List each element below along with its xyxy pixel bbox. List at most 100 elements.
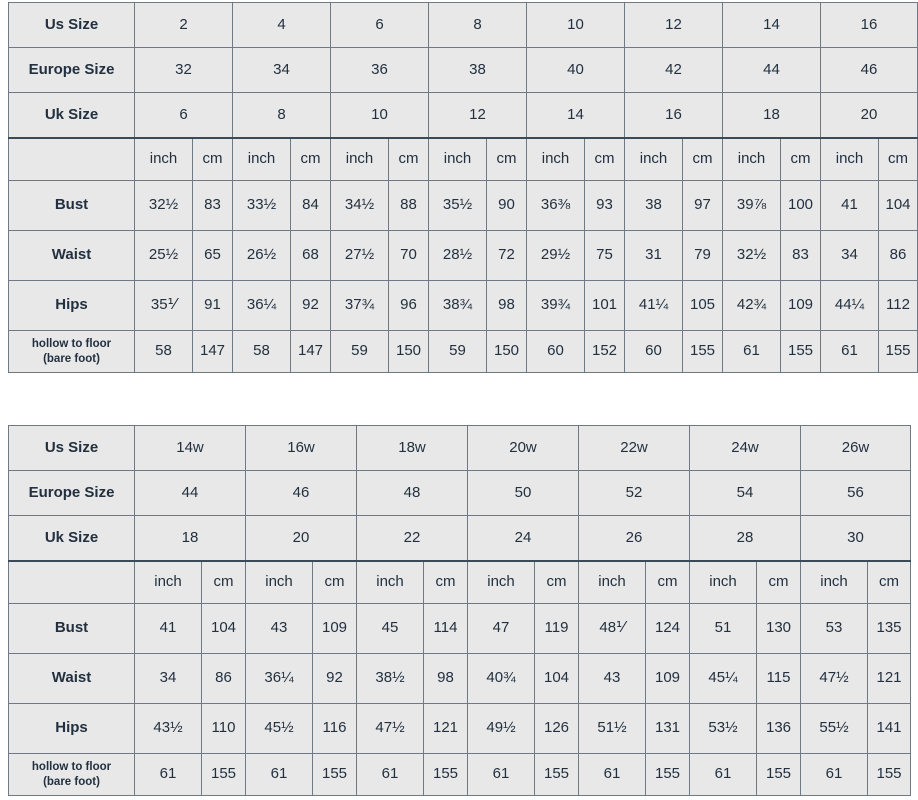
cell-bust-cm: 130 bbox=[756, 603, 801, 654]
plus-size-table: Us Size 14w 16w 18w 20w 22w 24w 26w Euro… bbox=[8, 425, 911, 796]
unit-header-inch: inch bbox=[232, 137, 291, 181]
cell-bust-inch: 33½ bbox=[232, 180, 291, 231]
cell-hips-cm: 131 bbox=[645, 703, 690, 754]
cell-bust-inch: 38 bbox=[624, 180, 683, 231]
cell-hips-inch: 37¾ bbox=[330, 280, 389, 331]
cell-hollow-cm: 155 bbox=[867, 753, 911, 796]
row-label-europe-size: Europe Size bbox=[8, 470, 135, 516]
row-label-hips: Hips bbox=[8, 703, 135, 754]
cell-waist-inch: 25½ bbox=[134, 230, 193, 281]
table-row-units: inch cm inch cm inch cm inch cm inch cm … bbox=[8, 560, 911, 604]
cell-hollow-cm: 155 bbox=[312, 753, 357, 796]
row-label-waist: Waist bbox=[8, 230, 135, 281]
cell-hips-cm: 92 bbox=[290, 280, 331, 331]
cell-bust-inch: 51 bbox=[689, 603, 757, 654]
cell-hips-inch: 35⅟ bbox=[134, 280, 193, 331]
cell-hollow-cm: 147 bbox=[192, 330, 233, 373]
cell-hollow-inch: 61 bbox=[578, 753, 646, 796]
cell-hips-cm: 126 bbox=[534, 703, 579, 754]
unit-header-inch: inch bbox=[134, 560, 202, 604]
unit-header-inch: inch bbox=[624, 137, 683, 181]
cell-us-size: 6 bbox=[330, 2, 429, 48]
cell-waist-cm: 79 bbox=[682, 230, 723, 281]
cell-hips-inch: 38¾ bbox=[428, 280, 487, 331]
cell-us-size: 12 bbox=[624, 2, 723, 48]
cell-uk-size: 18 bbox=[134, 515, 246, 562]
unit-header-cm: cm bbox=[201, 560, 246, 604]
cell-europe-size: 34 bbox=[232, 47, 331, 93]
standard-size-chart: Us Size 2 4 6 8 10 12 14 16 Europe Size … bbox=[0, 2, 918, 373]
unit-header-cm: cm bbox=[192, 137, 233, 181]
cell-hollow-cm: 155 bbox=[682, 330, 723, 373]
table-row-waist: Waist 25½ 65 26½ 68 27½ 70 28½ 72 29½ 75… bbox=[8, 230, 918, 281]
row-label-hollow-to-floor: hollow to floor (bare foot) bbox=[8, 753, 135, 796]
table-row-bust: Bust 32½ 83 33½ 84 34½ 88 35½ 90 36⅜ 93 … bbox=[8, 180, 918, 231]
cell-hips-cm: 105 bbox=[682, 280, 723, 331]
cell-europe-size: 54 bbox=[689, 470, 801, 516]
cell-hips-cm: 98 bbox=[486, 280, 527, 331]
unit-header-cm: cm bbox=[682, 137, 723, 181]
cell-bust-cm: 104 bbox=[201, 603, 246, 654]
cell-uk-size: 14 bbox=[526, 92, 625, 139]
cell-waist-inch: 27½ bbox=[330, 230, 389, 281]
cell-hollow-cm: 150 bbox=[388, 330, 429, 373]
row-label-uk-size: Uk Size bbox=[8, 515, 135, 562]
cell-bust-cm: 114 bbox=[423, 603, 468, 654]
unit-header-inch: inch bbox=[722, 137, 781, 181]
cell-europe-size: 52 bbox=[578, 470, 690, 516]
table-row-hips: Hips 43½ 110 45½ 116 47½ 121 49½ 126 51½… bbox=[8, 703, 911, 754]
unit-header-cm: cm bbox=[388, 137, 429, 181]
cell-hips-inch: 43½ bbox=[134, 703, 202, 754]
row-label-bust: Bust bbox=[8, 180, 135, 231]
cell-waist-inch: 28½ bbox=[428, 230, 487, 281]
cell-hollow-inch: 61 bbox=[134, 753, 202, 796]
cell-uk-size: 8 bbox=[232, 92, 331, 139]
cell-europe-size: 42 bbox=[624, 47, 723, 93]
cell-us-size: 10 bbox=[526, 2, 625, 48]
cell-bust-inch: 34½ bbox=[330, 180, 389, 231]
cell-waist-inch: 34 bbox=[134, 653, 202, 704]
cell-us-size: 4 bbox=[232, 2, 331, 48]
cell-hips-cm: 101 bbox=[584, 280, 625, 331]
cell-europe-size: 46 bbox=[820, 47, 918, 93]
table-row-us-size: Us Size 14w 16w 18w 20w 22w 24w 26w bbox=[8, 425, 911, 471]
cell-us-size: 14w bbox=[134, 425, 246, 471]
standard-size-table: Us Size 2 4 6 8 10 12 14 16 Europe Size … bbox=[8, 2, 918, 373]
cell-bust-cm: 109 bbox=[312, 603, 357, 654]
unit-header-inch: inch bbox=[689, 560, 757, 604]
table-row-waist: Waist 34 86 36¼ 92 38½ 98 40¾ 104 43 109… bbox=[8, 653, 911, 704]
cell-hips-inch: 39¾ bbox=[526, 280, 585, 331]
table-row-us-size: Us Size 2 4 6 8 10 12 14 16 bbox=[8, 2, 918, 48]
cell-waist-cm: 72 bbox=[486, 230, 527, 281]
cell-uk-size: 28 bbox=[689, 515, 801, 562]
cell-hollow-cm: 155 bbox=[423, 753, 468, 796]
unit-header-inch: inch bbox=[578, 560, 646, 604]
cell-waist-cm: 83 bbox=[780, 230, 821, 281]
cell-bust-cm: 97 bbox=[682, 180, 723, 231]
cell-europe-size: 48 bbox=[356, 470, 468, 516]
cell-bust-inch: 36⅜ bbox=[526, 180, 585, 231]
row-label-hollow-to-floor: hollow to floor (bare foot) bbox=[8, 330, 135, 373]
hollow-label-line1: hollow to floor bbox=[31, 338, 112, 351]
cell-bust-inch: 32½ bbox=[134, 180, 193, 231]
table-row-europe-size: Europe Size 44 46 48 50 52 54 56 bbox=[8, 470, 911, 516]
cell-bust-cm: 104 bbox=[878, 180, 918, 231]
cell-uk-size: 16 bbox=[624, 92, 723, 139]
cell-hips-inch: 47½ bbox=[356, 703, 424, 754]
unit-header-cm: cm bbox=[878, 137, 918, 181]
cell-waist-cm: 115 bbox=[756, 653, 801, 704]
cell-bust-inch: 39⅞ bbox=[722, 180, 781, 231]
cell-hollow-inch: 60 bbox=[624, 330, 683, 373]
cell-europe-size: 56 bbox=[800, 470, 911, 516]
cell-bust-inch: 35½ bbox=[428, 180, 487, 231]
cell-hollow-cm: 155 bbox=[201, 753, 246, 796]
cell-bust-inch: 53 bbox=[800, 603, 868, 654]
cell-waist-inch: 34 bbox=[820, 230, 879, 281]
cell-waist-inch: 38½ bbox=[356, 653, 424, 704]
row-label-waist: Waist bbox=[8, 653, 135, 704]
cell-waist-cm: 109 bbox=[645, 653, 690, 704]
cell-europe-size: 32 bbox=[134, 47, 233, 93]
cell-hips-inch: 51½ bbox=[578, 703, 646, 754]
cell-hollow-inch: 59 bbox=[428, 330, 487, 373]
cell-hollow-inch: 61 bbox=[245, 753, 313, 796]
